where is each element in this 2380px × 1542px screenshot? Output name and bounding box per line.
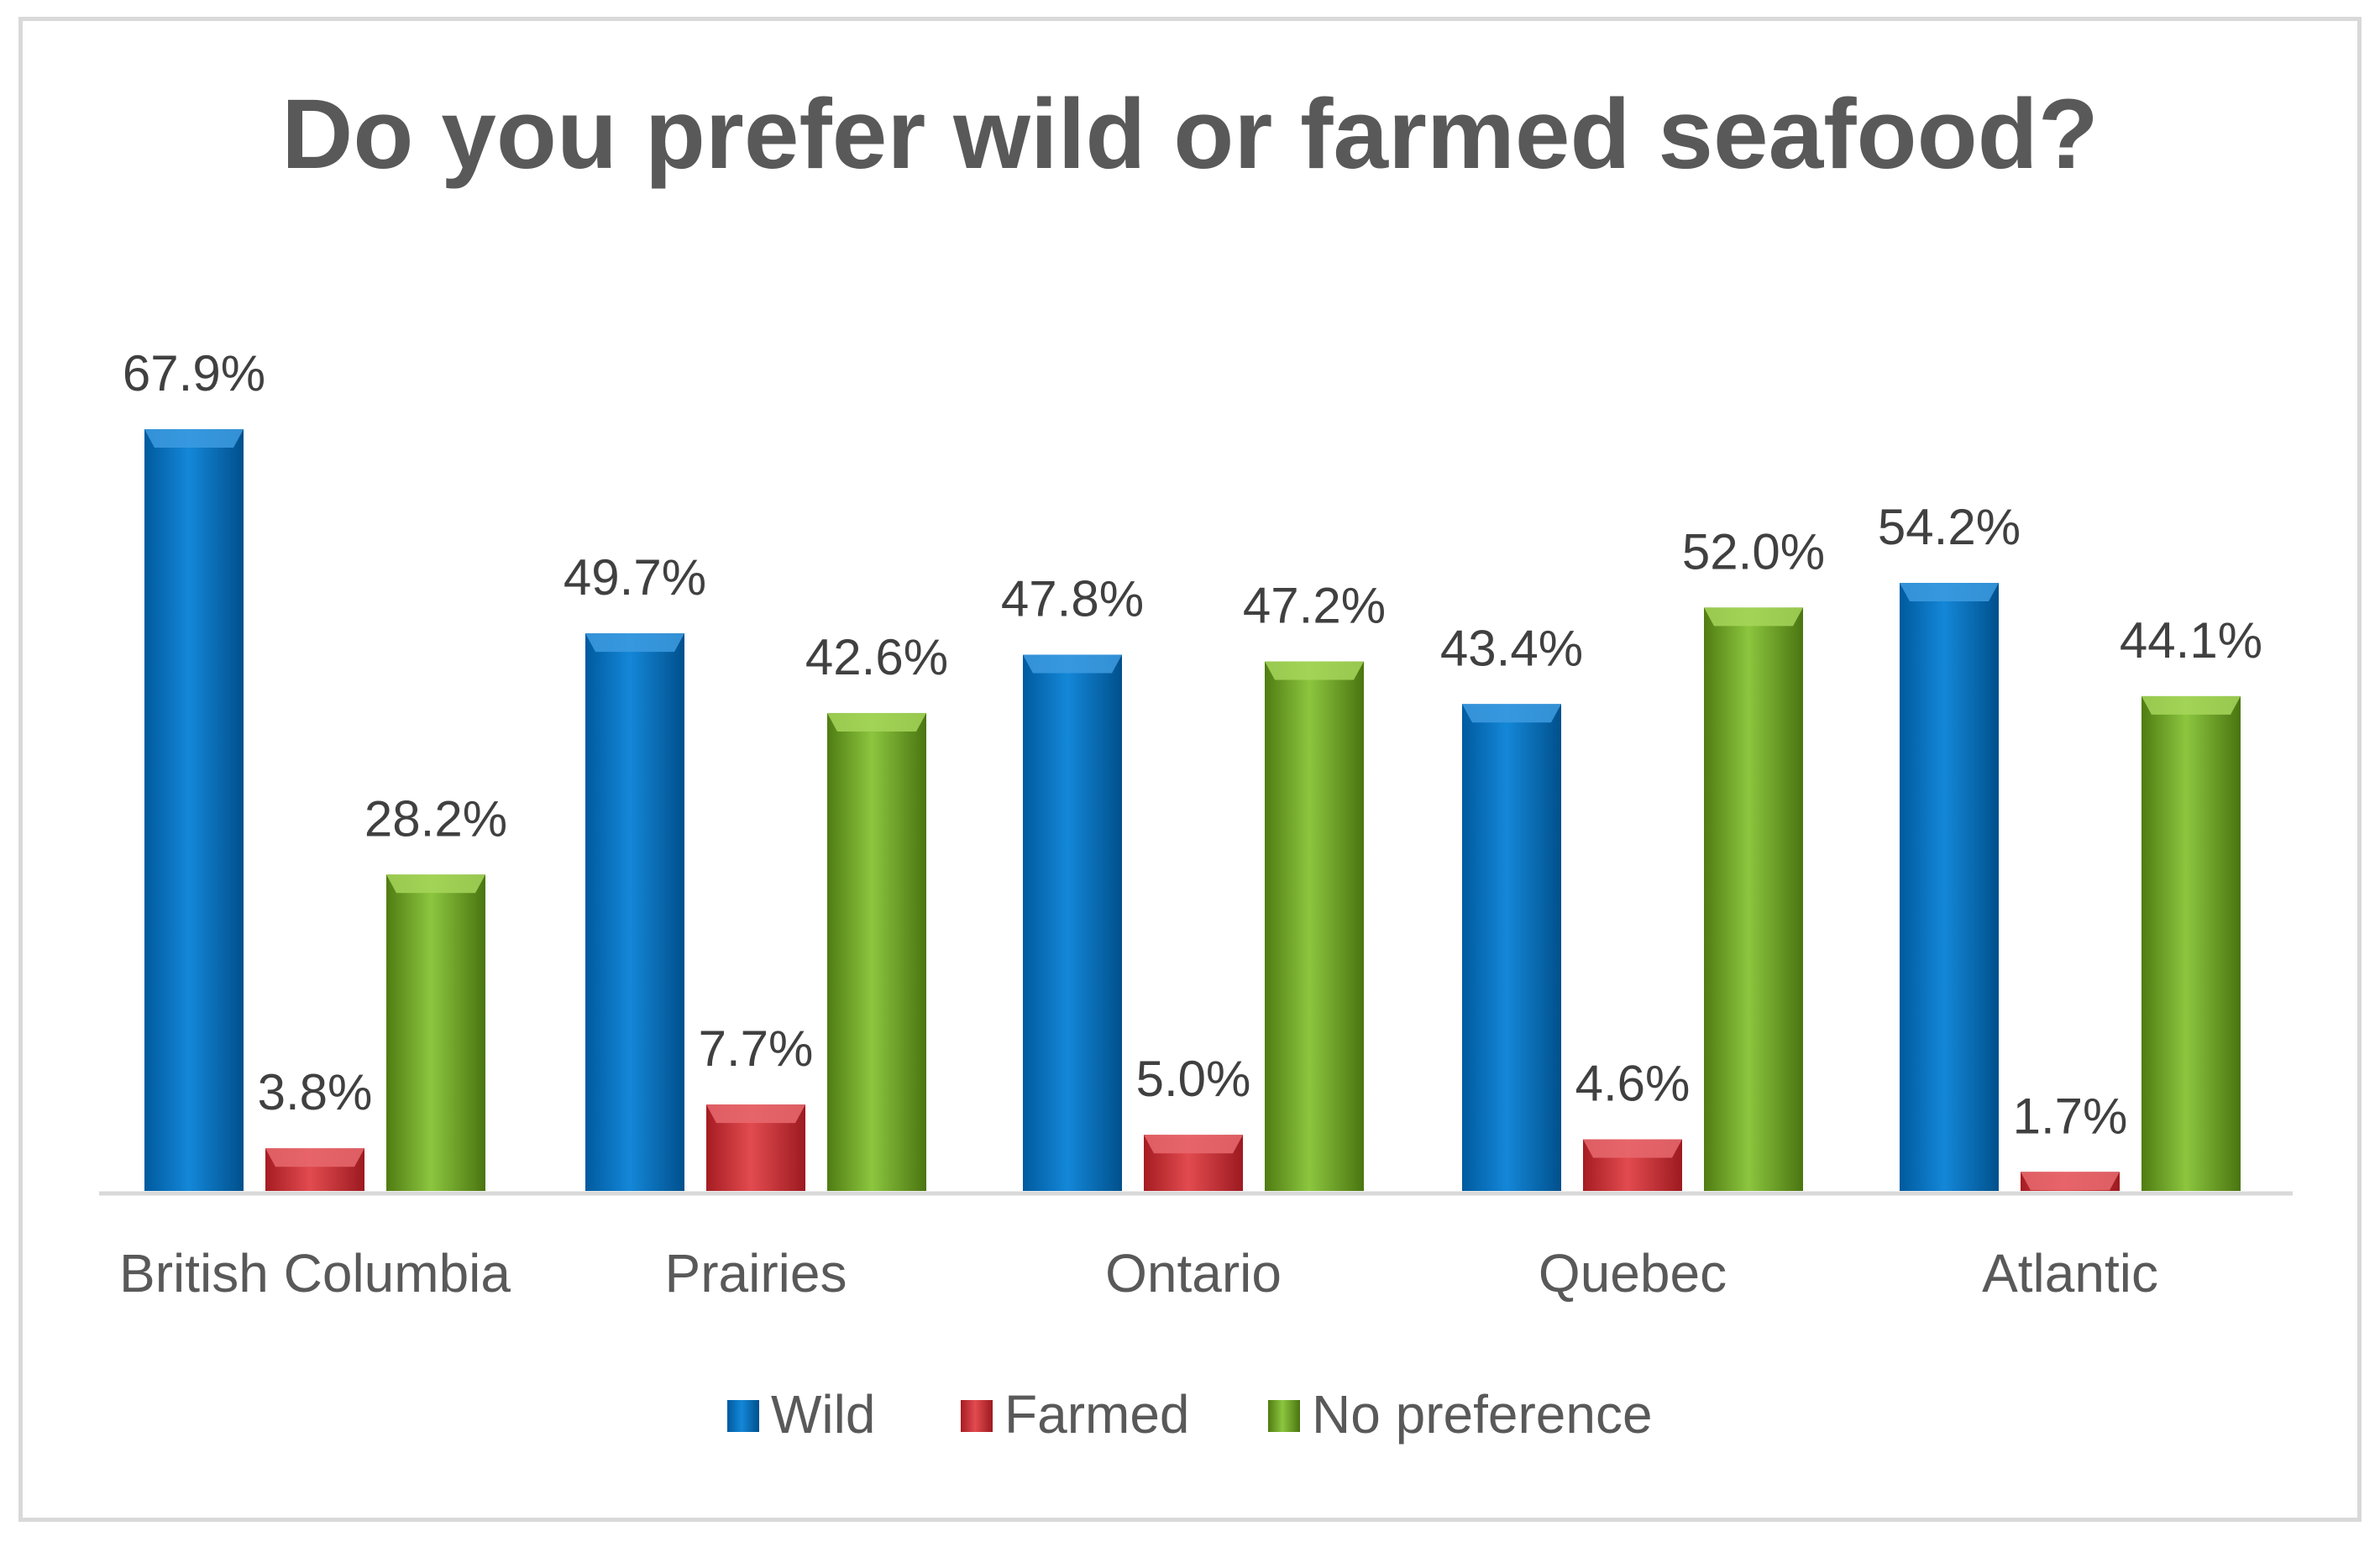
chart-title: Do you prefer wild or farmed seafood? (281, 79, 2099, 190)
bar-farmed-ontario (1144, 1135, 1243, 1191)
data-label-wild-atlantic: 54.2% (1878, 499, 2021, 555)
category-label-ontario: Ontario (1105, 1243, 1282, 1303)
data-label-wild-ontario: 47.8% (1001, 570, 1144, 627)
bar-wild-quebec (1462, 704, 1561, 1191)
data-label-wild-quebec: 43.4% (1440, 620, 1583, 676)
bar-farmed-prairies (706, 1104, 805, 1191)
legend-swatch-farmed (961, 1400, 993, 1432)
data-label-no-preference-ontario: 47.2% (1243, 578, 1386, 634)
bar-no-preference-ontario (1265, 661, 1364, 1191)
data-label-farmed-ontario: 5.0% (1136, 1051, 1251, 1107)
category-label-prairies: Prairies (665, 1243, 847, 1303)
data-label-no-preference-atlantic: 44.1% (2120, 612, 2262, 669)
data-label-farmed-british-columbia: 3.8% (258, 1064, 373, 1120)
legend-label-farmed: Farmed (1004, 1384, 1190, 1445)
data-label-no-preference-prairies: 42.6% (805, 629, 948, 685)
data-label-wild-british-columbia: 67.9% (123, 345, 265, 401)
bar-farmed-british-columbia (265, 1148, 364, 1191)
legend-label-wild: Wild (771, 1384, 875, 1445)
legend-item-farmed: Farmed (961, 1384, 1190, 1445)
legend-swatch-no-preference (1268, 1400, 1300, 1432)
legend-item-wild: Wild (727, 1384, 875, 1445)
bar-wild-atlantic (1900, 583, 1999, 1191)
data-label-wild-prairies: 49.7% (564, 549, 706, 606)
legend-label-no-preference: No preference (1312, 1384, 1653, 1445)
legend-item-no-preference: No preference (1268, 1384, 1653, 1445)
bar-wild-prairies (585, 633, 684, 1191)
bar-no-preference-atlantic (2141, 695, 2241, 1191)
data-label-no-preference-british-columbia: 28.2% (364, 790, 507, 847)
data-label-no-preference-quebec: 52.0% (1682, 523, 1825, 580)
data-label-farmed-prairies: 7.7% (699, 1020, 814, 1077)
category-label-quebec: Quebec (1539, 1243, 1727, 1303)
category-label-british-columbia: British Columbia (119, 1243, 511, 1303)
data-label-farmed-quebec: 4.6% (1575, 1056, 1691, 1112)
bar-farmed-quebec (1583, 1139, 1682, 1191)
data-label-farmed-atlantic: 1.7% (2013, 1088, 2128, 1144)
bar-farmed-atlantic (2021, 1172, 2120, 1191)
bar-no-preference-british-columbia (386, 874, 485, 1191)
legend-swatch-wild (727, 1400, 759, 1432)
category-label-atlantic: Atlantic (1982, 1243, 2158, 1303)
bar-wild-ontario (1023, 654, 1122, 1191)
bar-no-preference-prairies (827, 712, 926, 1191)
bar-wild-british-columbia (144, 429, 244, 1191)
bar-no-preference-quebec (1704, 607, 1803, 1191)
